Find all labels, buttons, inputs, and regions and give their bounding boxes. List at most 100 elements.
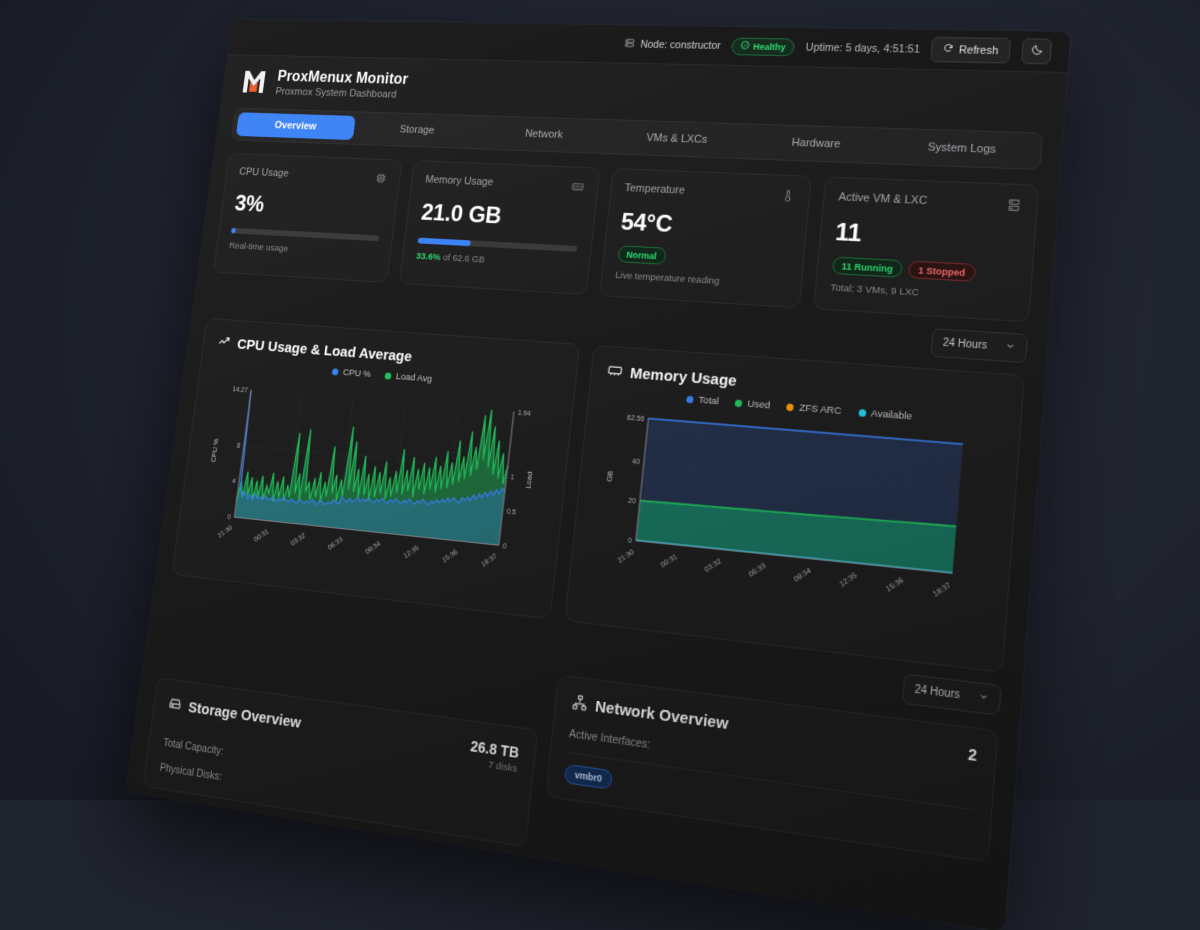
temperature-card-label: Temperature: [624, 182, 685, 196]
svg-text:62.56: 62.56: [627, 414, 645, 423]
memory-stick-icon: [570, 180, 584, 198]
temperature-status-badge: Normal: [617, 245, 667, 264]
svg-text:CPU %: CPU %: [209, 438, 220, 463]
tab-overview[interactable]: Overview: [236, 112, 356, 140]
trending-up-icon: [216, 334, 231, 353]
svg-text:06:33: 06:33: [327, 536, 344, 551]
node-indicator: Node: constructor: [624, 37, 722, 52]
vm-count-value: 11: [834, 219, 1019, 257]
vm-stopped-badge: 1 Stopped: [908, 260, 976, 281]
cpu-usage-value: 3%: [233, 191, 384, 224]
cpu-load-chart-panel: CPU Usage & Load Average CPU % Load Avg …: [171, 318, 580, 619]
network-interface-badge: vmbr0: [564, 763, 613, 789]
cpu-card-label: CPU Usage: [239, 166, 290, 179]
svg-text:40: 40: [632, 459, 641, 467]
memory-chart-title: Memory Usage: [629, 365, 737, 390]
memory-usage-card: Memory Usage 21.0 GB 33.6% of 62.6 GB: [399, 160, 600, 295]
svg-text:0: 0: [502, 543, 507, 551]
proxmenux-m-logo-icon: [239, 67, 270, 97]
legend-dot-cpu: [332, 368, 339, 375]
svg-text:21:30: 21:30: [217, 525, 233, 540]
active-vm-lxc-card: Active VM & LXC 11 11 Running 1 Stopped …: [813, 176, 1039, 322]
temperature-value: 54°C: [620, 209, 793, 245]
time-range-value-bottom: 24 Hours: [914, 683, 960, 701]
svg-text:09:34: 09:34: [793, 567, 813, 584]
page-subtitle: Proxmox System Dashboard: [275, 86, 407, 101]
cpu-usage-bar: [231, 228, 380, 242]
svg-text:20: 20: [628, 498, 637, 506]
check-circle-icon: [740, 41, 750, 52]
svg-text:1: 1: [510, 474, 515, 481]
cpu-card-footer: Real-time usage: [229, 241, 379, 260]
time-range-value-top: 24 Hours: [942, 337, 987, 352]
memory-chart-panel: Memory Usage Total Used ZFS ARC Availab: [564, 345, 1025, 672]
node-label: Node: constructor: [640, 38, 721, 51]
memory-usage-value: 21.0 GB: [420, 200, 582, 235]
legend-label-cpu: CPU %: [342, 367, 371, 380]
network-icon: [571, 693, 588, 715]
svg-text:00:31: 00:31: [660, 553, 679, 569]
network-interface-count: 2: [967, 745, 977, 764]
legend-label-used: Used: [747, 398, 771, 411]
legend-dot-used: [735, 399, 743, 407]
health-badge-label: Healthy: [753, 41, 786, 51]
vm-running-badge: 11 Running: [832, 256, 903, 277]
legend-label-available: Available: [870, 408, 912, 423]
legend-dot-total: [686, 396, 694, 404]
temperature-card-footer: Live temperature reading: [615, 270, 787, 291]
chevron-down-icon: [1004, 340, 1016, 355]
temperature-card: Temperature 54°C Normal Live temperature…: [599, 168, 812, 308]
perspective-scene: Node: constructor Healthy Uptime: 5 days…: [0, 0, 1200, 800]
tab-vms-lxcs[interactable]: VMs & LXCs: [609, 124, 746, 154]
server-stack-icon: [1006, 198, 1022, 217]
legend-dot-zfs-arc: [786, 403, 794, 411]
refresh-icon: [943, 43, 955, 56]
svg-text:15:36: 15:36: [441, 549, 459, 565]
svg-text:0: 0: [227, 514, 231, 521]
svg-text:GB: GB: [605, 470, 615, 482]
legend-item-cpu: CPU %: [332, 366, 372, 380]
memory-card-label: Memory Usage: [425, 174, 494, 188]
refresh-button[interactable]: Refresh: [930, 37, 1011, 64]
svg-text:21:30: 21:30: [617, 549, 636, 565]
storage-panel-header: Storage Overview: [167, 695, 302, 733]
legend-dot-load: [385, 372, 392, 379]
memory-total-label: of 62.6 GB: [442, 252, 485, 265]
hard-drive-icon: [167, 695, 183, 716]
cpu-usage-card: CPU Usage 3% Real-time usage: [213, 153, 403, 283]
memory-card-footer: 33.6% of 62.6 GB: [415, 251, 575, 271]
svg-text:03:32: 03:32: [290, 532, 307, 547]
uptime-label: Uptime: 5 days, 4:51:51: [805, 41, 920, 55]
svg-text:12:35: 12:35: [403, 545, 421, 561]
svg-text:Load: Load: [524, 471, 535, 489]
legend-item-used: Used: [735, 397, 771, 411]
network-panel-header: Network Overview: [571, 693, 729, 734]
theme-toggle-button[interactable]: [1021, 38, 1052, 64]
tab-storage[interactable]: Storage: [355, 116, 480, 145]
memory-usage-bar: [418, 238, 577, 252]
tab-network[interactable]: Network: [479, 120, 610, 149]
network-panel-title: Network Overview: [594, 697, 729, 733]
svg-text:4: 4: [232, 478, 236, 485]
page-title: ProxMenux Monitor: [276, 68, 409, 88]
chevron-down-icon: [977, 690, 989, 706]
vm-card-label: Active VM & LXC: [838, 191, 928, 207]
memory-bar-fill: [418, 238, 471, 247]
legend-label-zfs-arc: ZFS ARC: [799, 402, 842, 417]
tab-hardware[interactable]: Hardware: [745, 128, 888, 159]
svg-text:0.5: 0.5: [506, 508, 516, 516]
legend-label-total: Total: [698, 395, 719, 408]
legend-item-load: Load Avg: [384, 370, 432, 384]
storage-panel-title: Storage Overview: [187, 698, 302, 731]
server-icon: [624, 37, 636, 51]
svg-text:8: 8: [236, 442, 240, 449]
moon-icon: [1030, 43, 1044, 59]
legend-item-total: Total: [686, 394, 719, 408]
svg-text:18:37: 18:37: [481, 553, 499, 569]
tab-system-logs[interactable]: System Logs: [888, 133, 1037, 165]
thermometer-icon: [780, 189, 795, 208]
refresh-label: Refresh: [958, 44, 998, 57]
cpu-bar-fill: [231, 228, 236, 234]
svg-text:09:34: 09:34: [365, 540, 382, 555]
